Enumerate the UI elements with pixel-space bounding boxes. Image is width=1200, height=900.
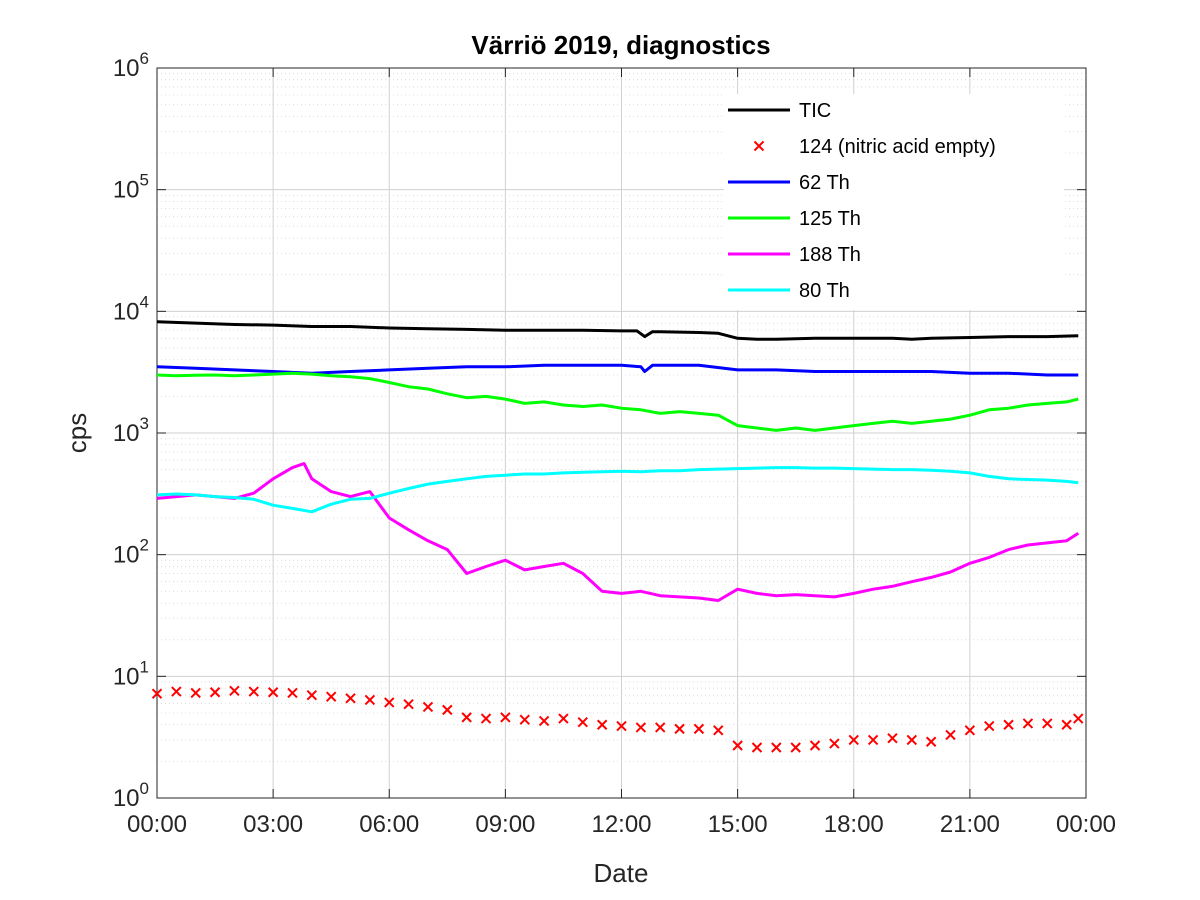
data-point: [751, 742, 763, 753]
data-point: [713, 725, 724, 736]
x-tick-label: 03:00: [243, 811, 303, 838]
x-tick-label: 12:00: [591, 811, 651, 838]
data-point: [538, 715, 550, 727]
data-point: [867, 734, 879, 746]
y-tick-label: 100: [113, 779, 149, 812]
data-point: [674, 723, 685, 735]
y-tick-label: 106: [113, 49, 149, 82]
x-tick-label: 09:00: [475, 811, 535, 838]
y-tick-label: 101: [113, 657, 149, 690]
legend-label: 124 (nitric acid empty): [799, 136, 996, 158]
data-point: [1042, 718, 1053, 729]
data-point: [461, 712, 472, 723]
data-point: [384, 697, 395, 708]
data-point: [403, 699, 414, 710]
y-axis-label: cps: [62, 413, 92, 453]
x-tick-label: 00:00: [1056, 811, 1116, 838]
data-point: [906, 734, 918, 746]
data-point: [519, 714, 530, 725]
data-point: [655, 722, 666, 733]
data-point: [325, 691, 337, 702]
data-point: [984, 720, 995, 732]
data-point: [480, 713, 492, 724]
series-2: [156, 363, 1079, 377]
legend-entry: 62 Th: [728, 172, 850, 194]
data-point: [616, 720, 627, 732]
legend-label: 125 Th: [799, 208, 861, 230]
data-point: [171, 686, 182, 697]
data-point: [248, 686, 259, 697]
data-point: [964, 725, 976, 736]
data-point: [558, 713, 569, 724]
series-layer: [151, 320, 1084, 753]
data-point: [790, 742, 801, 753]
series-1: [151, 685, 1084, 753]
legend-entry: 124 (nitric acid empty): [753, 136, 996, 158]
data-point: [732, 740, 743, 751]
data-point: [925, 736, 937, 747]
data-point: [577, 716, 588, 728]
data-point: [945, 729, 956, 741]
series-4: [156, 462, 1080, 602]
grid: [156, 67, 1087, 799]
x-tick-label: 15:00: [708, 811, 768, 838]
legend-box: [724, 94, 1064, 310]
data-point: [771, 742, 782, 753]
y-tick-label: 103: [113, 414, 149, 447]
legend-label: 62 Th: [799, 172, 850, 194]
data-point: [693, 723, 705, 735]
data-point: [190, 687, 201, 699]
data-point: [829, 738, 840, 749]
legend-label: 80 Th: [799, 280, 850, 302]
ticks: 00:00 03:00 06:00 09:00 12:00 15:00 18:00 21:00…: [113, 49, 1116, 838]
legend: TIC 124 (nitric acid empty) 62 Th 125 Th 188…: [724, 94, 1064, 310]
legend-label: TIC: [799, 100, 831, 122]
data-point: [151, 688, 163, 699]
data-point: [635, 722, 647, 733]
x-tick-label: 21:00: [940, 811, 1000, 838]
series-0: [156, 320, 1079, 341]
x-tick-label: 18:00: [824, 811, 884, 838]
series-line: [156, 466, 1079, 514]
data-point: [209, 687, 221, 698]
data-point: [229, 685, 240, 697]
series-5: [156, 466, 1079, 514]
series-line: [156, 363, 1079, 377]
data-point: [287, 687, 298, 699]
data-point: [809, 740, 821, 751]
legend-entry: 80 Th: [728, 280, 850, 302]
data-point: [500, 712, 511, 723]
series-line: [156, 462, 1080, 602]
legend-label: 188 Th: [799, 244, 861, 266]
data-point: [364, 694, 376, 706]
data-point: [1061, 719, 1072, 730]
data-point: [306, 689, 318, 701]
series-line: [156, 371, 1079, 432]
legend-entry: TIC: [728, 100, 831, 122]
chart-title: Värriö 2019, diagnostics: [471, 30, 770, 60]
y-tick-label: 105: [113, 171, 149, 204]
y-tick-label: 104: [113, 292, 149, 325]
data-point: [345, 693, 356, 704]
legend-marker: [753, 140, 765, 152]
data-point: [1073, 713, 1084, 724]
data-point: [422, 701, 434, 713]
data-point: [596, 719, 608, 730]
x-axis-label: Date: [594, 858, 649, 888]
data-point: [1003, 719, 1014, 730]
data-point: [1022, 718, 1034, 729]
legend-entry: 125 Th: [728, 208, 861, 230]
y-tick-label: 102: [113, 536, 149, 569]
legend-entry: 188 Th: [728, 244, 861, 266]
series-line: [156, 320, 1079, 341]
series-3: [156, 371, 1079, 432]
data-point: [887, 733, 898, 744]
data-point: [442, 704, 453, 716]
x-tick-label: 00:00: [127, 811, 187, 838]
x-tick-label: 06:00: [359, 811, 419, 838]
data-point: [848, 734, 859, 746]
data-point: [267, 687, 279, 698]
